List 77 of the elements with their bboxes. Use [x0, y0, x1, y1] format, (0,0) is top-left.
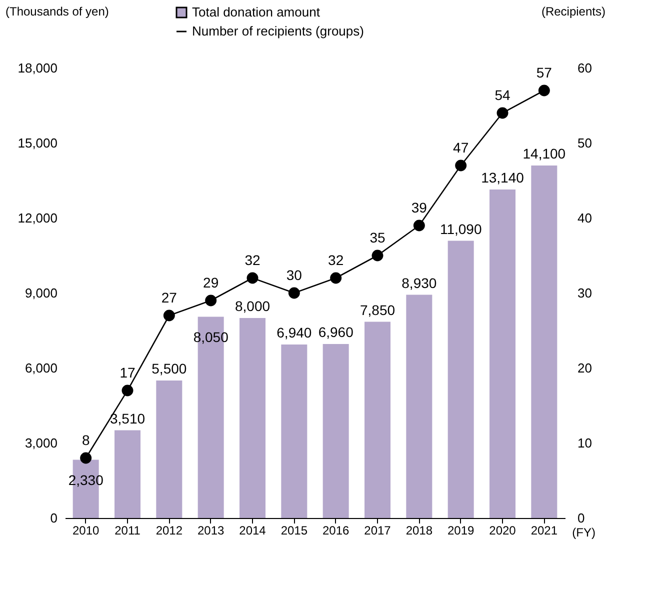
- bar: [114, 430, 140, 518]
- data-label: 6,940: [276, 324, 312, 340]
- x-axis-title: (FY): [572, 526, 596, 540]
- bar: [531, 166, 558, 518]
- data-label: 32: [244, 252, 260, 268]
- x-tick-label: 2012: [156, 524, 183, 538]
- y2-tick-label: 0: [578, 510, 585, 526]
- x-tick-label: 2015: [280, 524, 308, 538]
- y-tick-label: 3,000: [24, 436, 58, 450]
- x-tick-label: 2010: [72, 524, 100, 538]
- data-label: 39: [411, 200, 428, 216]
- bar: [490, 190, 516, 518]
- bar: [448, 240, 474, 518]
- data-label: 2,330: [68, 472, 104, 488]
- data-label: 8,000: [234, 298, 270, 314]
- data-label: 30: [286, 267, 302, 283]
- data-label: 32: [328, 252, 344, 268]
- data-label: 57: [536, 64, 552, 80]
- data-label: 8: [82, 432, 90, 448]
- bar: [156, 380, 182, 518]
- point: [538, 84, 550, 96]
- x-tick-label: 2020: [489, 524, 516, 538]
- x-tick-label: 2014: [239, 524, 266, 538]
- legend-label: Number of recipients (groups): [192, 24, 364, 38]
- bar: [281, 344, 308, 518]
- data-label: 54: [494, 87, 510, 103]
- x-tick-label: 2017: [364, 524, 392, 538]
- y-tick-label: 12,000: [18, 210, 58, 226]
- data-label: 8,930: [402, 274, 437, 291]
- point: [246, 272, 258, 284]
- bar: [322, 344, 349, 518]
- data-label: 29: [203, 274, 219, 290]
- data-label: 11,090: [440, 220, 482, 237]
- x-tick-label: 2013: [197, 524, 225, 538]
- point: [122, 384, 134, 396]
- data-label: 13,140: [481, 170, 524, 186]
- bar: [364, 322, 390, 518]
- x-tick-label: 2011: [114, 524, 141, 538]
- bar: [240, 318, 266, 518]
- point: [288, 287, 300, 299]
- point: [496, 107, 508, 119]
- data-label: 35: [370, 230, 386, 246]
- point: [413, 220, 425, 232]
- point: [163, 310, 175, 322]
- x-tick-label: 2016: [322, 524, 350, 538]
- y2-tick-label: 40: [578, 210, 592, 226]
- y-tick-label: 6,000: [24, 360, 58, 376]
- y-tick-label: 9,000: [24, 286, 58, 300]
- legend-label: Total donation amount: [192, 4, 320, 20]
- data-label: 47: [453, 140, 469, 156]
- data-label: 6,960: [318, 324, 354, 340]
- y2-tick-label: 10: [578, 436, 592, 450]
- y-axis-title: (Thousands of yen): [6, 4, 109, 18]
- bar: [406, 294, 432, 518]
- point: [80, 452, 92, 464]
- y2-tick-label: 50: [578, 136, 592, 150]
- y2-tick-label: 20: [578, 360, 592, 376]
- x-tick-label: 2019: [447, 524, 475, 538]
- point: [205, 294, 217, 306]
- data-label: 3,510: [110, 410, 146, 426]
- data-label: 7,850: [360, 302, 396, 318]
- data-label: 17: [120, 364, 136, 380]
- y-tick-label: 0: [50, 510, 58, 526]
- y-tick-label: 15,000: [18, 136, 58, 150]
- point: [330, 272, 342, 284]
- data-label: 14,100: [522, 146, 566, 162]
- data-label: 5,500: [152, 360, 187, 376]
- y2-tick-label: 60: [578, 60, 592, 76]
- y2-tick-label: 30: [578, 286, 592, 300]
- data-label: 8,050: [193, 328, 229, 345]
- point: [372, 250, 384, 262]
- x-tick-label: 2018: [406, 524, 433, 538]
- point: [455, 160, 467, 172]
- y-tick-label: 18,000: [18, 60, 58, 76]
- data-label: 27: [161, 290, 178, 306]
- y2-axis-title: (Recipients): [541, 4, 606, 18]
- x-tick-label: 2021: [530, 524, 558, 538]
